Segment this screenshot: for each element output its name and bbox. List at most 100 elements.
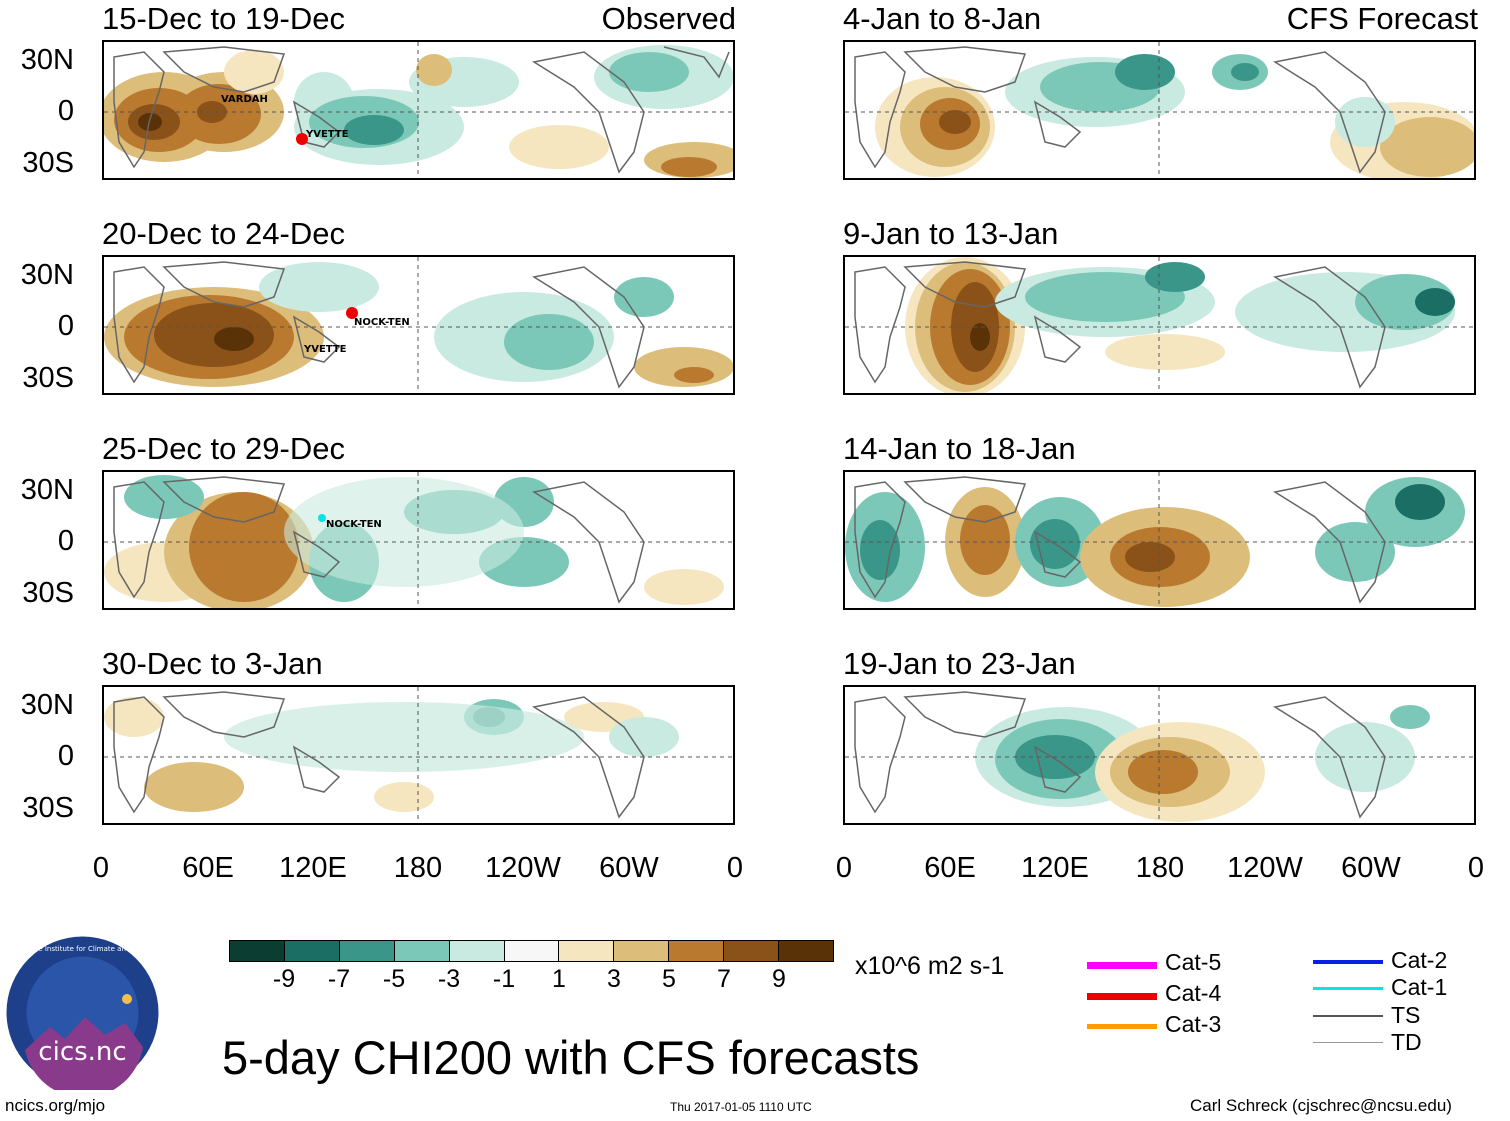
logo-text: cics.nc	[38, 1037, 126, 1067]
storm-marker	[296, 133, 308, 145]
lon-label-right: 0	[835, 852, 853, 884]
lon-label-right: 0	[1467, 852, 1485, 884]
colorbar-tick-label: -7	[327, 965, 351, 993]
lat-label-30s: 30S	[22, 577, 74, 609]
main-title: 5-day CHI200 with CFS forecasts	[222, 1031, 920, 1084]
panel-title-fcst-4: 19-Jan to 23-Jan	[843, 646, 1076, 681]
legend-cat1: Cat-1	[1391, 974, 1448, 1000]
legend-line-cat5	[1087, 962, 1157, 969]
map-obs-2: NOCK-TEN YVETTE	[104, 257, 733, 393]
footer-author: Carl Schreck (cjschrec@ncsu.edu)	[1190, 1096, 1452, 1115]
colorbar-tick-label: -1	[492, 965, 516, 993]
units-label: x10^6 m2 s-1	[855, 952, 1005, 980]
panel-title-fcst-1: 4-Jan to 8-Jan	[843, 1, 1042, 36]
lat-label-0: 0	[57, 310, 74, 342]
map-obs-4	[104, 687, 733, 823]
map-panel-obs-3: NOCK-TEN	[102, 470, 735, 610]
legend-line-cat3	[1087, 1024, 1157, 1029]
legend-cat3: Cat-3	[1165, 1011, 1222, 1037]
legend-td: TD	[1391, 1029, 1422, 1055]
colorbar-segment	[613, 941, 669, 961]
colorbar-segment	[778, 941, 833, 961]
lon-label-left: 180	[393, 852, 443, 884]
colorbar-tick-label: -9	[272, 965, 296, 993]
footer-timestamp: Thu 2017-01-05 1110 UTC	[670, 1100, 812, 1114]
colorbar-tick-label: -5	[382, 965, 406, 993]
map-panel-fcst-3	[843, 470, 1476, 610]
lon-label-left: 120E	[279, 852, 347, 884]
lon-label-right: 180	[1135, 852, 1185, 884]
map-panel-obs-1: VARDAH YVETTE	[102, 40, 735, 180]
colorbar-segment	[503, 941, 559, 961]
colorbar-segment	[230, 941, 284, 961]
colorbar-tick-label: 1	[552, 965, 566, 993]
colorbar-segment	[668, 941, 724, 961]
map-panel-fcst-1	[843, 40, 1476, 180]
cics-logo: cics.nc Cooperative Institute for Climat…	[0, 935, 165, 1098]
lon-label-left: 120W	[485, 852, 561, 884]
colorbar-tick-label: 5	[662, 965, 676, 993]
map-fcst-2	[845, 257, 1474, 393]
legend-line-cat4	[1087, 993, 1157, 1000]
lon-label-right: 120W	[1227, 852, 1303, 884]
storm-label-vardah: VARDAH	[221, 94, 268, 105]
legend-cat2: Cat-2	[1391, 947, 1448, 973]
panel-title-fcst-2: 9-Jan to 13-Jan	[843, 216, 1059, 251]
lat-label-30n: 30N	[20, 689, 74, 721]
lon-label-left: 60W	[599, 852, 659, 884]
anomaly-field	[104, 45, 733, 178]
lat-label-30s: 30S	[22, 147, 74, 179]
lat-label-0: 0	[57, 525, 74, 557]
lat-label-30n: 30N	[20, 259, 74, 291]
storm-label-nock-ten: NOCK-TEN	[354, 317, 410, 328]
lon-label-left: 60E	[182, 852, 234, 884]
map-panel-obs-4	[102, 685, 735, 825]
lon-label-left: 0	[92, 852, 110, 884]
panel-title-obs-1: 15-Dec to 19-Dec	[102, 1, 345, 36]
colorbar-tick-label: -3	[437, 965, 461, 993]
colorbar-segment	[723, 941, 779, 961]
colorbar	[229, 940, 834, 962]
map-obs-1: VARDAH YVETTE	[104, 42, 733, 178]
legend-line-cat1	[1313, 987, 1383, 990]
lat-label-0: 0	[57, 740, 74, 772]
map-panel-obs-2: NOCK-TEN YVETTE	[102, 255, 735, 395]
colorbar-segment	[558, 941, 614, 961]
storm-marker	[318, 514, 326, 522]
panel-title-fcst-3: 14-Jan to 18-Jan	[843, 431, 1076, 466]
lat-label-0: 0	[57, 95, 74, 127]
legend-line-td	[1313, 1042, 1383, 1043]
storm-marker	[346, 307, 358, 319]
colorbar-segment	[283, 941, 339, 961]
lon-label-right: 120E	[1021, 852, 1089, 884]
lon-label-left: 0	[726, 852, 744, 884]
colorbar-tick-label: 9	[772, 965, 786, 993]
legend-line-ts	[1313, 1015, 1383, 1017]
storm-label-yvette: YVETTE	[303, 344, 347, 355]
legend-cat4: Cat-4	[1165, 980, 1222, 1006]
storm-label-yvette: YVETTE	[305, 129, 349, 140]
lat-label-30n: 30N	[20, 44, 74, 76]
legend-cat5: Cat-5	[1165, 949, 1222, 975]
map-fcst-1	[845, 42, 1474, 178]
observed-header: Observed	[601, 1, 736, 36]
panel-title-obs-2: 20-Dec to 24-Dec	[102, 216, 345, 251]
logo-ring-text: Cooperative Institute for Climate and Sa…	[5, 945, 160, 953]
footer-url[interactable]: ncics.org/mjo	[5, 1096, 106, 1115]
colorbar-segment	[338, 941, 394, 961]
coastlines	[113, 46, 730, 174]
panel-title-obs-3: 25-Dec to 29-Dec	[102, 431, 345, 466]
map-panel-fcst-4	[843, 685, 1476, 825]
lat-label-30s: 30S	[22, 792, 74, 824]
legend-line-cat2	[1313, 960, 1383, 964]
map-fcst-3	[845, 472, 1474, 608]
storm-label-nock-ten: NOCK-TEN	[326, 519, 382, 530]
lat-label-30n: 30N	[20, 474, 74, 506]
lon-label-right: 60E	[924, 852, 976, 884]
cfs-forecast-header: CFS Forecast	[1286, 1, 1478, 36]
colorbar-segment	[448, 941, 504, 961]
map-fcst-4	[845, 687, 1474, 823]
colorbar-tick-label: 7	[717, 965, 731, 993]
panel-title-obs-4: 30-Dec to 3-Jan	[102, 646, 323, 681]
colorbar-segment	[393, 941, 449, 961]
